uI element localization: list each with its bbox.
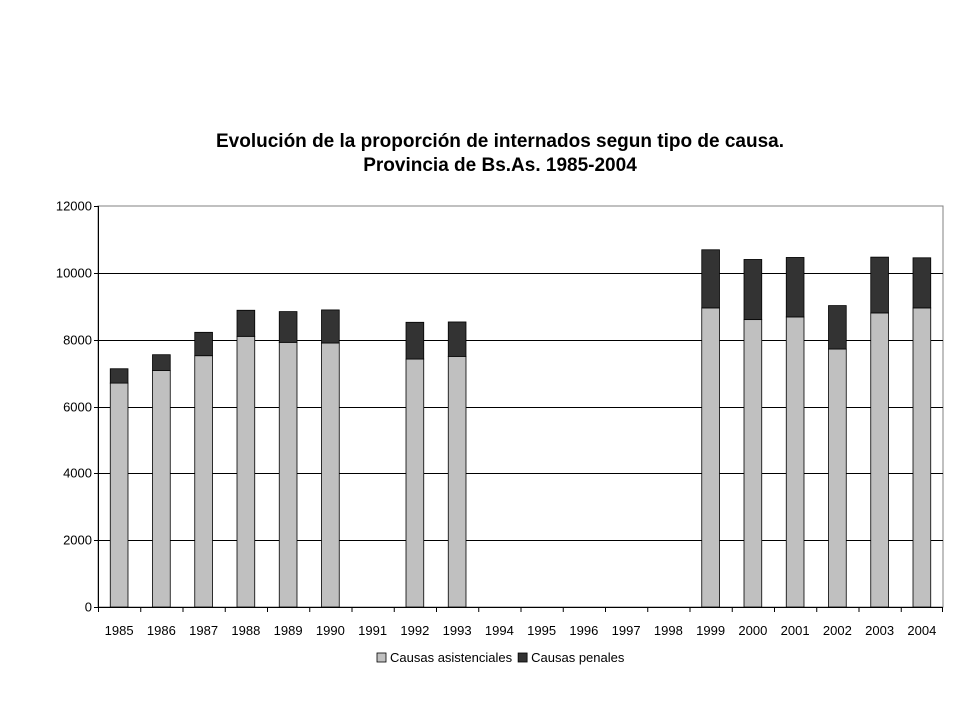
plot-area xyxy=(97,205,944,608)
legend-swatch xyxy=(517,652,528,663)
bar-asistenciales xyxy=(447,355,467,608)
bar-penales xyxy=(828,305,847,350)
legend-label: Causas penales xyxy=(531,650,625,665)
bar-penales xyxy=(743,259,763,321)
y-tick-label: 10000 xyxy=(56,266,92,281)
bar-asistenciales xyxy=(912,307,932,608)
chart-subtitle: Provincia de Bs.As. 1985-2004 xyxy=(363,155,637,176)
x-tick-label: 2003 xyxy=(865,623,894,638)
x-tick-label: 1991 xyxy=(358,623,387,638)
bar-penales xyxy=(701,249,720,309)
bar-penales xyxy=(870,256,889,314)
x-tick-label: 1998 xyxy=(654,623,683,638)
bar-penales xyxy=(278,311,298,343)
bar-asistenciales xyxy=(321,342,340,608)
bar-asistenciales xyxy=(701,307,720,608)
x-tick-label: 2000 xyxy=(738,623,767,638)
y-tick-label: 2000 xyxy=(63,533,92,548)
x-tick-label: 1997 xyxy=(612,623,641,638)
legend-label: Causas asistenciales xyxy=(390,650,513,665)
bar-penales xyxy=(785,257,805,318)
x-tick-label: 1989 xyxy=(274,623,303,638)
bar-asistenciales xyxy=(405,358,425,608)
bar-asistenciales xyxy=(870,312,889,608)
bar-penales xyxy=(152,354,171,371)
bar-asistenciales xyxy=(194,355,213,608)
x-tick-label: 1985 xyxy=(105,623,134,638)
x-tick-label: 1992 xyxy=(400,623,429,638)
bar-asistenciales xyxy=(278,341,298,608)
y-tick-label: 8000 xyxy=(63,333,92,348)
bar-asistenciales xyxy=(152,370,171,608)
x-tick-label: 1988 xyxy=(231,623,260,638)
bar-penales xyxy=(236,309,256,337)
y-tick-label: 0 xyxy=(85,600,92,615)
x-tick-label: 2001 xyxy=(781,623,810,638)
x-tick-label: 1987 xyxy=(189,623,218,638)
chart-title-block: Evolución de la proporción de internados… xyxy=(0,130,960,178)
y-tick-label: 4000 xyxy=(63,466,92,481)
legend-swatch xyxy=(376,652,387,663)
x-tick-label: 1995 xyxy=(527,623,556,638)
x-tick-label: 1986 xyxy=(147,623,176,638)
bar-asistenciales xyxy=(828,348,847,608)
y-tick-label: 6000 xyxy=(63,400,92,415)
x-tick-label: 2004 xyxy=(907,623,936,638)
bar-penales xyxy=(109,368,129,384)
bar-asistenciales xyxy=(743,319,763,608)
bar-penales xyxy=(194,331,213,357)
bar-asistenciales xyxy=(785,316,805,608)
bar-penales xyxy=(447,321,467,357)
x-tick-label: 1999 xyxy=(696,623,725,638)
chart-title: Evolución de la proporción de internados… xyxy=(216,131,784,152)
x-tick-label: 1990 xyxy=(316,623,345,638)
x-tick-label: 1996 xyxy=(569,623,598,638)
x-tick-label: 1993 xyxy=(443,623,472,638)
bar-asistenciales xyxy=(236,335,256,608)
bar-penales xyxy=(405,321,425,360)
x-tick-label: 1994 xyxy=(485,623,514,638)
bar-penales xyxy=(912,257,932,309)
bar-penales xyxy=(321,309,340,344)
y-tick-label: 12000 xyxy=(56,199,92,214)
bar-asistenciales xyxy=(109,382,129,608)
x-tick-label: 2002 xyxy=(823,623,852,638)
